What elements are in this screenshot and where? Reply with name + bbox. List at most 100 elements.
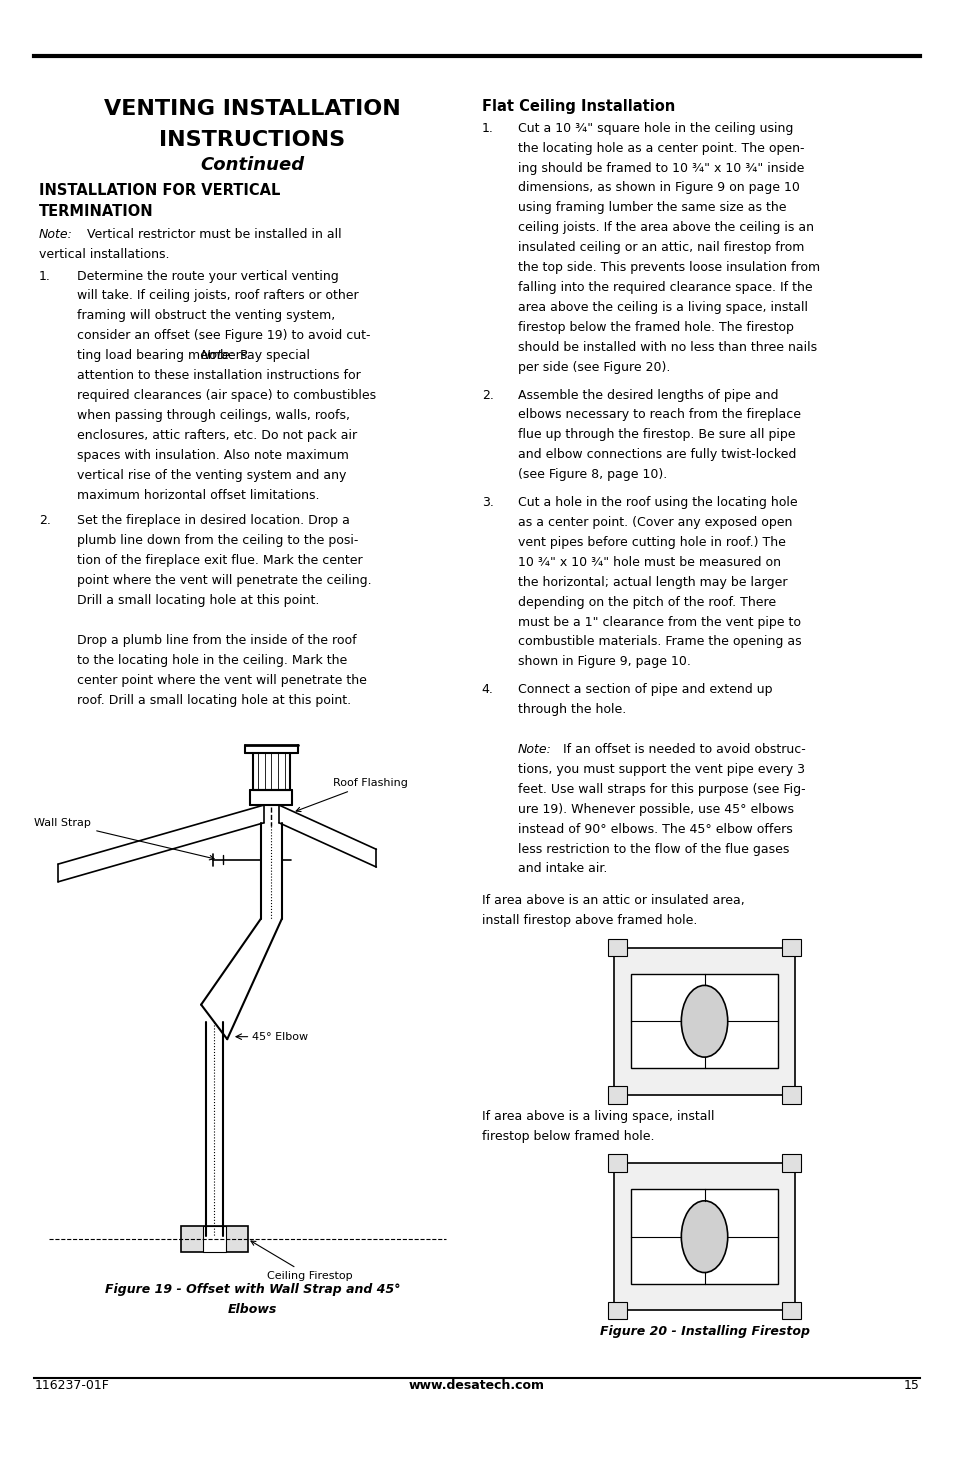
Bar: [614, 947, 794, 1094]
Text: less restriction to the flow of the flue gases: less restriction to the flow of the flue…: [517, 842, 788, 855]
Text: tion of the fireplace exit flue. Mark the center: tion of the fireplace exit flue. Mark th…: [77, 555, 362, 568]
Text: consider an offset (see Figure 19) to avoid cut-: consider an offset (see Figure 19) to av…: [77, 329, 371, 342]
Text: instead of 90° elbows. The 45° elbow offers: instead of 90° elbows. The 45° elbow off…: [517, 823, 792, 836]
Text: when passing through ceilings, walls, roofs,: when passing through ceilings, walls, ro…: [77, 409, 350, 422]
Text: per side (see Figure 20).: per side (see Figure 20).: [517, 361, 670, 373]
Bar: [631, 974, 777, 1068]
Text: Flat Ceiling Installation: Flat Ceiling Installation: [481, 99, 675, 114]
Text: using framing lumber the same size as the: using framing lumber the same size as th…: [517, 202, 785, 214]
Text: INSTALLATION FOR VERTICAL: INSTALLATION FOR VERTICAL: [39, 183, 280, 198]
Text: required clearances (air space) to combustibles: required clearances (air space) to combu…: [77, 389, 376, 403]
Bar: [608, 1086, 626, 1103]
Text: 1.: 1.: [39, 270, 51, 283]
Text: Pay special: Pay special: [236, 350, 310, 363]
Text: Set the fireplace in desired location. Drop a: Set the fireplace in desired location. D…: [77, 515, 350, 528]
Bar: [781, 1153, 800, 1171]
Text: Wall Strap: Wall Strap: [34, 817, 213, 860]
Text: framing will obstruct the venting system,: framing will obstruct the venting system…: [77, 310, 335, 323]
Text: plumb line down from the ceiling to the posi-: plumb line down from the ceiling to the …: [77, 534, 358, 547]
Text: feet. Use wall straps for this purpose (see Fig-: feet. Use wall straps for this purpose (…: [517, 783, 804, 796]
Text: center point where the vent will penetrate the: center point where the vent will penetra…: [77, 674, 367, 687]
Text: 15: 15: [902, 1379, 919, 1392]
Text: enclosures, attic rafters, etc. Do not pack air: enclosures, attic rafters, etc. Do not p…: [77, 429, 357, 442]
Text: spaces with insulation. Also note maximum: spaces with insulation. Also note maximu…: [77, 448, 349, 462]
Text: insulated ceiling or an attic, nail firestop from: insulated ceiling or an attic, nail fire…: [517, 242, 803, 254]
Text: (see Figure 8, page 10).: (see Figure 8, page 10).: [517, 468, 666, 481]
Text: If area above is a living space, install: If area above is a living space, install: [481, 1109, 714, 1122]
Text: 2.: 2.: [481, 388, 493, 401]
Text: VENTING INSTALLATION: VENTING INSTALLATION: [104, 99, 400, 119]
Text: ure 19). Whenever possible, use 45° elbows: ure 19). Whenever possible, use 45° elbo…: [517, 802, 793, 816]
Text: Cut a hole in the roof using the locating hole: Cut a hole in the roof using the locatin…: [517, 496, 797, 509]
Text: through the hole.: through the hole.: [517, 704, 625, 717]
Text: attention to these installation instructions for: attention to these installation instruct…: [77, 369, 360, 382]
Text: Figure 20 - Installing Firestop: Figure 20 - Installing Firestop: [598, 1325, 809, 1338]
Text: will take. If ceiling joists, roof rafters or other: will take. If ceiling joists, roof rafte…: [77, 289, 358, 302]
Text: Elbows: Elbows: [228, 1304, 276, 1316]
Text: Continued: Continued: [200, 156, 304, 174]
Text: Roof Flashing: Roof Flashing: [295, 777, 408, 811]
Text: www.desatech.com: www.desatech.com: [409, 1379, 544, 1392]
Text: as a center point. (Cover any exposed open: as a center point. (Cover any exposed op…: [517, 516, 792, 530]
Text: point where the vent will penetrate the ceiling.: point where the vent will penetrate the …: [77, 574, 372, 587]
Text: INSTRUCTIONS: INSTRUCTIONS: [159, 130, 345, 150]
Text: combustible materials. Frame the opening as: combustible materials. Frame the opening…: [517, 636, 801, 649]
Text: ing should be framed to 10 ¾" x 10 ¾" inside: ing should be framed to 10 ¾" x 10 ¾" in…: [517, 162, 803, 174]
Bar: [631, 1189, 777, 1283]
Text: 45° Elbow: 45° Elbow: [252, 1031, 308, 1041]
Text: the locating hole as a center point. The open-: the locating hole as a center point. The…: [517, 142, 803, 155]
Text: vertical installations.: vertical installations.: [39, 248, 170, 261]
Text: Connect a section of pipe and extend up: Connect a section of pipe and extend up: [517, 683, 772, 696]
Circle shape: [680, 985, 727, 1058]
Text: TERMINATION: TERMINATION: [39, 204, 153, 218]
Text: tions, you must support the vent pipe every 3: tions, you must support the vent pipe ev…: [517, 763, 804, 776]
Text: 3.: 3.: [481, 496, 493, 509]
Text: Determine the route your vertical venting: Determine the route your vertical ventin…: [77, 270, 338, 283]
Text: Vertical restrictor must be installed in all: Vertical restrictor must be installed in…: [83, 227, 341, 240]
Text: area above the ceiling is a living space, install: area above the ceiling is a living space…: [517, 301, 807, 314]
Text: flue up through the firestop. Be sure all pipe: flue up through the firestop. Be sure al…: [517, 428, 795, 441]
Text: install firestop above framed hole.: install firestop above framed hole.: [481, 914, 697, 928]
Text: 116237-01F: 116237-01F: [34, 1379, 109, 1392]
Text: the top side. This prevents loose insulation from: the top side. This prevents loose insula…: [517, 261, 820, 274]
Text: ting load bearing members.: ting load bearing members.: [77, 350, 255, 363]
Text: If area above is an attic or insulated area,: If area above is an attic or insulated a…: [481, 894, 743, 907]
Text: maximum horizontal offset limitations.: maximum horizontal offset limitations.: [77, 488, 319, 502]
Bar: [608, 938, 626, 956]
Text: firestop below the framed hole. The firestop: firestop below the framed hole. The fire…: [517, 322, 793, 333]
Text: Drill a small locating hole at this point.: Drill a small locating hole at this poin…: [77, 594, 319, 608]
Text: 2.: 2.: [39, 515, 51, 528]
Text: vent pipes before cutting hole in roof.) The: vent pipes before cutting hole in roof.)…: [517, 535, 785, 549]
Text: and elbow connections are fully twist-locked: and elbow connections are fully twist-lo…: [517, 448, 796, 462]
Text: dimensions, as shown in Figure 9 on page 10: dimensions, as shown in Figure 9 on page…: [517, 181, 799, 195]
Bar: [608, 1301, 626, 1319]
Text: vertical rise of the venting system and any: vertical rise of the venting system and …: [77, 469, 346, 482]
Bar: [614, 1162, 794, 1310]
Text: Assemble the desired lengths of pipe and: Assemble the desired lengths of pipe and: [517, 388, 778, 401]
Bar: [781, 938, 800, 956]
Text: roof. Drill a small locating hole at this point.: roof. Drill a small locating hole at thi…: [77, 693, 351, 707]
Text: 10 ¾" x 10 ¾" hole must be measured on: 10 ¾" x 10 ¾" hole must be measured on: [517, 556, 781, 569]
Text: shown in Figure 9, page 10.: shown in Figure 9, page 10.: [517, 655, 690, 668]
Text: Note:: Note:: [39, 227, 73, 240]
Text: to the locating hole in the ceiling. Mark the: to the locating hole in the ceiling. Mar…: [77, 653, 347, 667]
Text: elbows necessary to reach from the fireplace: elbows necessary to reach from the firep…: [517, 409, 801, 422]
Text: should be installed with no less than three nails: should be installed with no less than th…: [517, 341, 817, 354]
Bar: [781, 1301, 800, 1319]
Circle shape: [680, 1201, 727, 1273]
Text: depending on the pitch of the roof. There: depending on the pitch of the roof. Ther…: [517, 596, 776, 609]
Text: Figure 19 - Offset with Wall Strap and 45°: Figure 19 - Offset with Wall Strap and 4…: [105, 1283, 399, 1297]
Text: 4.: 4.: [481, 683, 493, 696]
Bar: [202, 1226, 225, 1252]
Bar: [781, 1086, 800, 1103]
Text: the horizontal; actual length may be larger: the horizontal; actual length may be lar…: [517, 575, 786, 589]
Bar: [608, 1153, 626, 1171]
Text: Cut a 10 ¾" square hole in the ceiling using: Cut a 10 ¾" square hole in the ceiling u…: [517, 122, 793, 134]
Text: Note:: Note:: [201, 350, 234, 363]
Text: Note:: Note:: [517, 743, 552, 757]
Text: firestop below framed hole.: firestop below framed hole.: [481, 1130, 654, 1143]
Bar: [181, 1226, 248, 1252]
Text: and intake air.: and intake air.: [517, 863, 607, 876]
Text: Ceiling Firestop: Ceiling Firestop: [251, 1240, 352, 1280]
Text: ceiling joists. If the area above the ceiling is an: ceiling joists. If the area above the ce…: [517, 221, 813, 235]
